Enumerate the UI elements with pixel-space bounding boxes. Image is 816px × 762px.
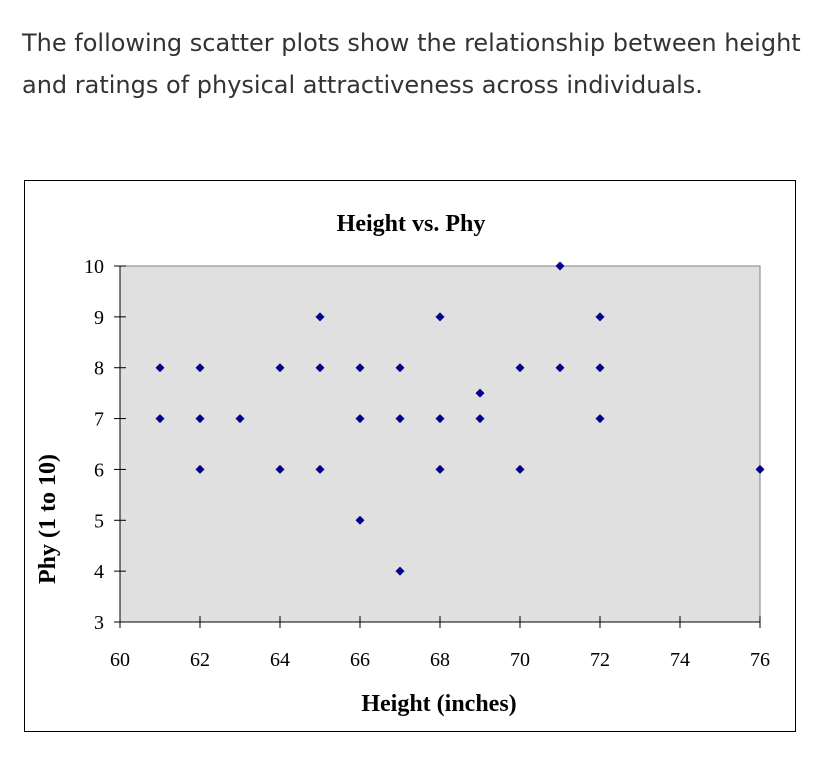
data-point bbox=[515, 464, 525, 474]
y-tick-label: 9 bbox=[94, 307, 104, 329]
data-point bbox=[155, 414, 165, 424]
data-point bbox=[315, 312, 325, 322]
data-point bbox=[195, 414, 205, 424]
chart-title: Height vs. Phy bbox=[337, 211, 486, 237]
data-point bbox=[275, 363, 285, 373]
data-point bbox=[595, 414, 605, 424]
data-point bbox=[555, 261, 565, 271]
chart-frame: 60 62 64 66 68 70 72 74 76 3 4 5 6 7 8 9 10 Height vs. P… bbox=[24, 180, 796, 732]
x-tick-label: 72 bbox=[590, 649, 610, 671]
data-point bbox=[475, 414, 485, 424]
data-point bbox=[755, 464, 765, 474]
plot-area bbox=[119, 265, 761, 623]
data-point bbox=[195, 363, 205, 373]
x-axis-label: Height (inches) bbox=[361, 691, 516, 717]
intro-text: The following scatter plots show the rel… bbox=[22, 29, 801, 99]
data-point bbox=[595, 312, 605, 322]
data-point bbox=[395, 363, 405, 373]
x-tick-label: 70 bbox=[510, 649, 530, 671]
data-point bbox=[155, 363, 165, 373]
data-point bbox=[475, 388, 485, 398]
x-tick-label: 62 bbox=[190, 649, 210, 671]
y-tick-label: 6 bbox=[94, 459, 104, 481]
data-point bbox=[195, 464, 205, 474]
data-point bbox=[355, 363, 365, 373]
y-tick-label: 3 bbox=[94, 612, 104, 634]
data-point bbox=[435, 414, 445, 424]
data-point bbox=[315, 363, 325, 373]
data-point bbox=[395, 414, 405, 424]
data-point bbox=[355, 414, 365, 424]
y-tick-label: 7 bbox=[94, 409, 104, 431]
data-point bbox=[515, 363, 525, 373]
data-point bbox=[395, 566, 405, 576]
x-tick-label: 68 bbox=[430, 649, 450, 671]
data-points bbox=[155, 261, 765, 576]
y-tick-label: 10 bbox=[84, 256, 104, 278]
axes: 60 62 64 66 68 70 72 74 76 3 4 5 6 7 8 9 10 bbox=[84, 256, 770, 671]
x-tick-label: 66 bbox=[350, 649, 370, 671]
data-point bbox=[435, 464, 445, 474]
x-tick-label: 64 bbox=[270, 649, 290, 671]
y-tick-label: 8 bbox=[94, 358, 104, 380]
x-tick-label: 60 bbox=[110, 649, 130, 671]
data-point bbox=[355, 515, 365, 525]
data-point bbox=[315, 464, 325, 474]
x-tick-label: 76 bbox=[750, 649, 770, 671]
y-axis-label: Phy (1 to 10) bbox=[35, 454, 61, 584]
data-point bbox=[435, 312, 445, 322]
y-tick-label: 5 bbox=[94, 510, 104, 532]
data-point bbox=[235, 414, 245, 424]
x-tick-label: 74 bbox=[670, 649, 690, 671]
scatter-chart: 60 62 64 66 68 70 72 74 76 3 4 5 6 7 8 9 10 Height vs. P… bbox=[35, 211, 770, 717]
data-point bbox=[555, 363, 565, 373]
data-point bbox=[595, 363, 605, 373]
data-point bbox=[275, 464, 285, 474]
y-tick-label: 4 bbox=[94, 561, 104, 583]
